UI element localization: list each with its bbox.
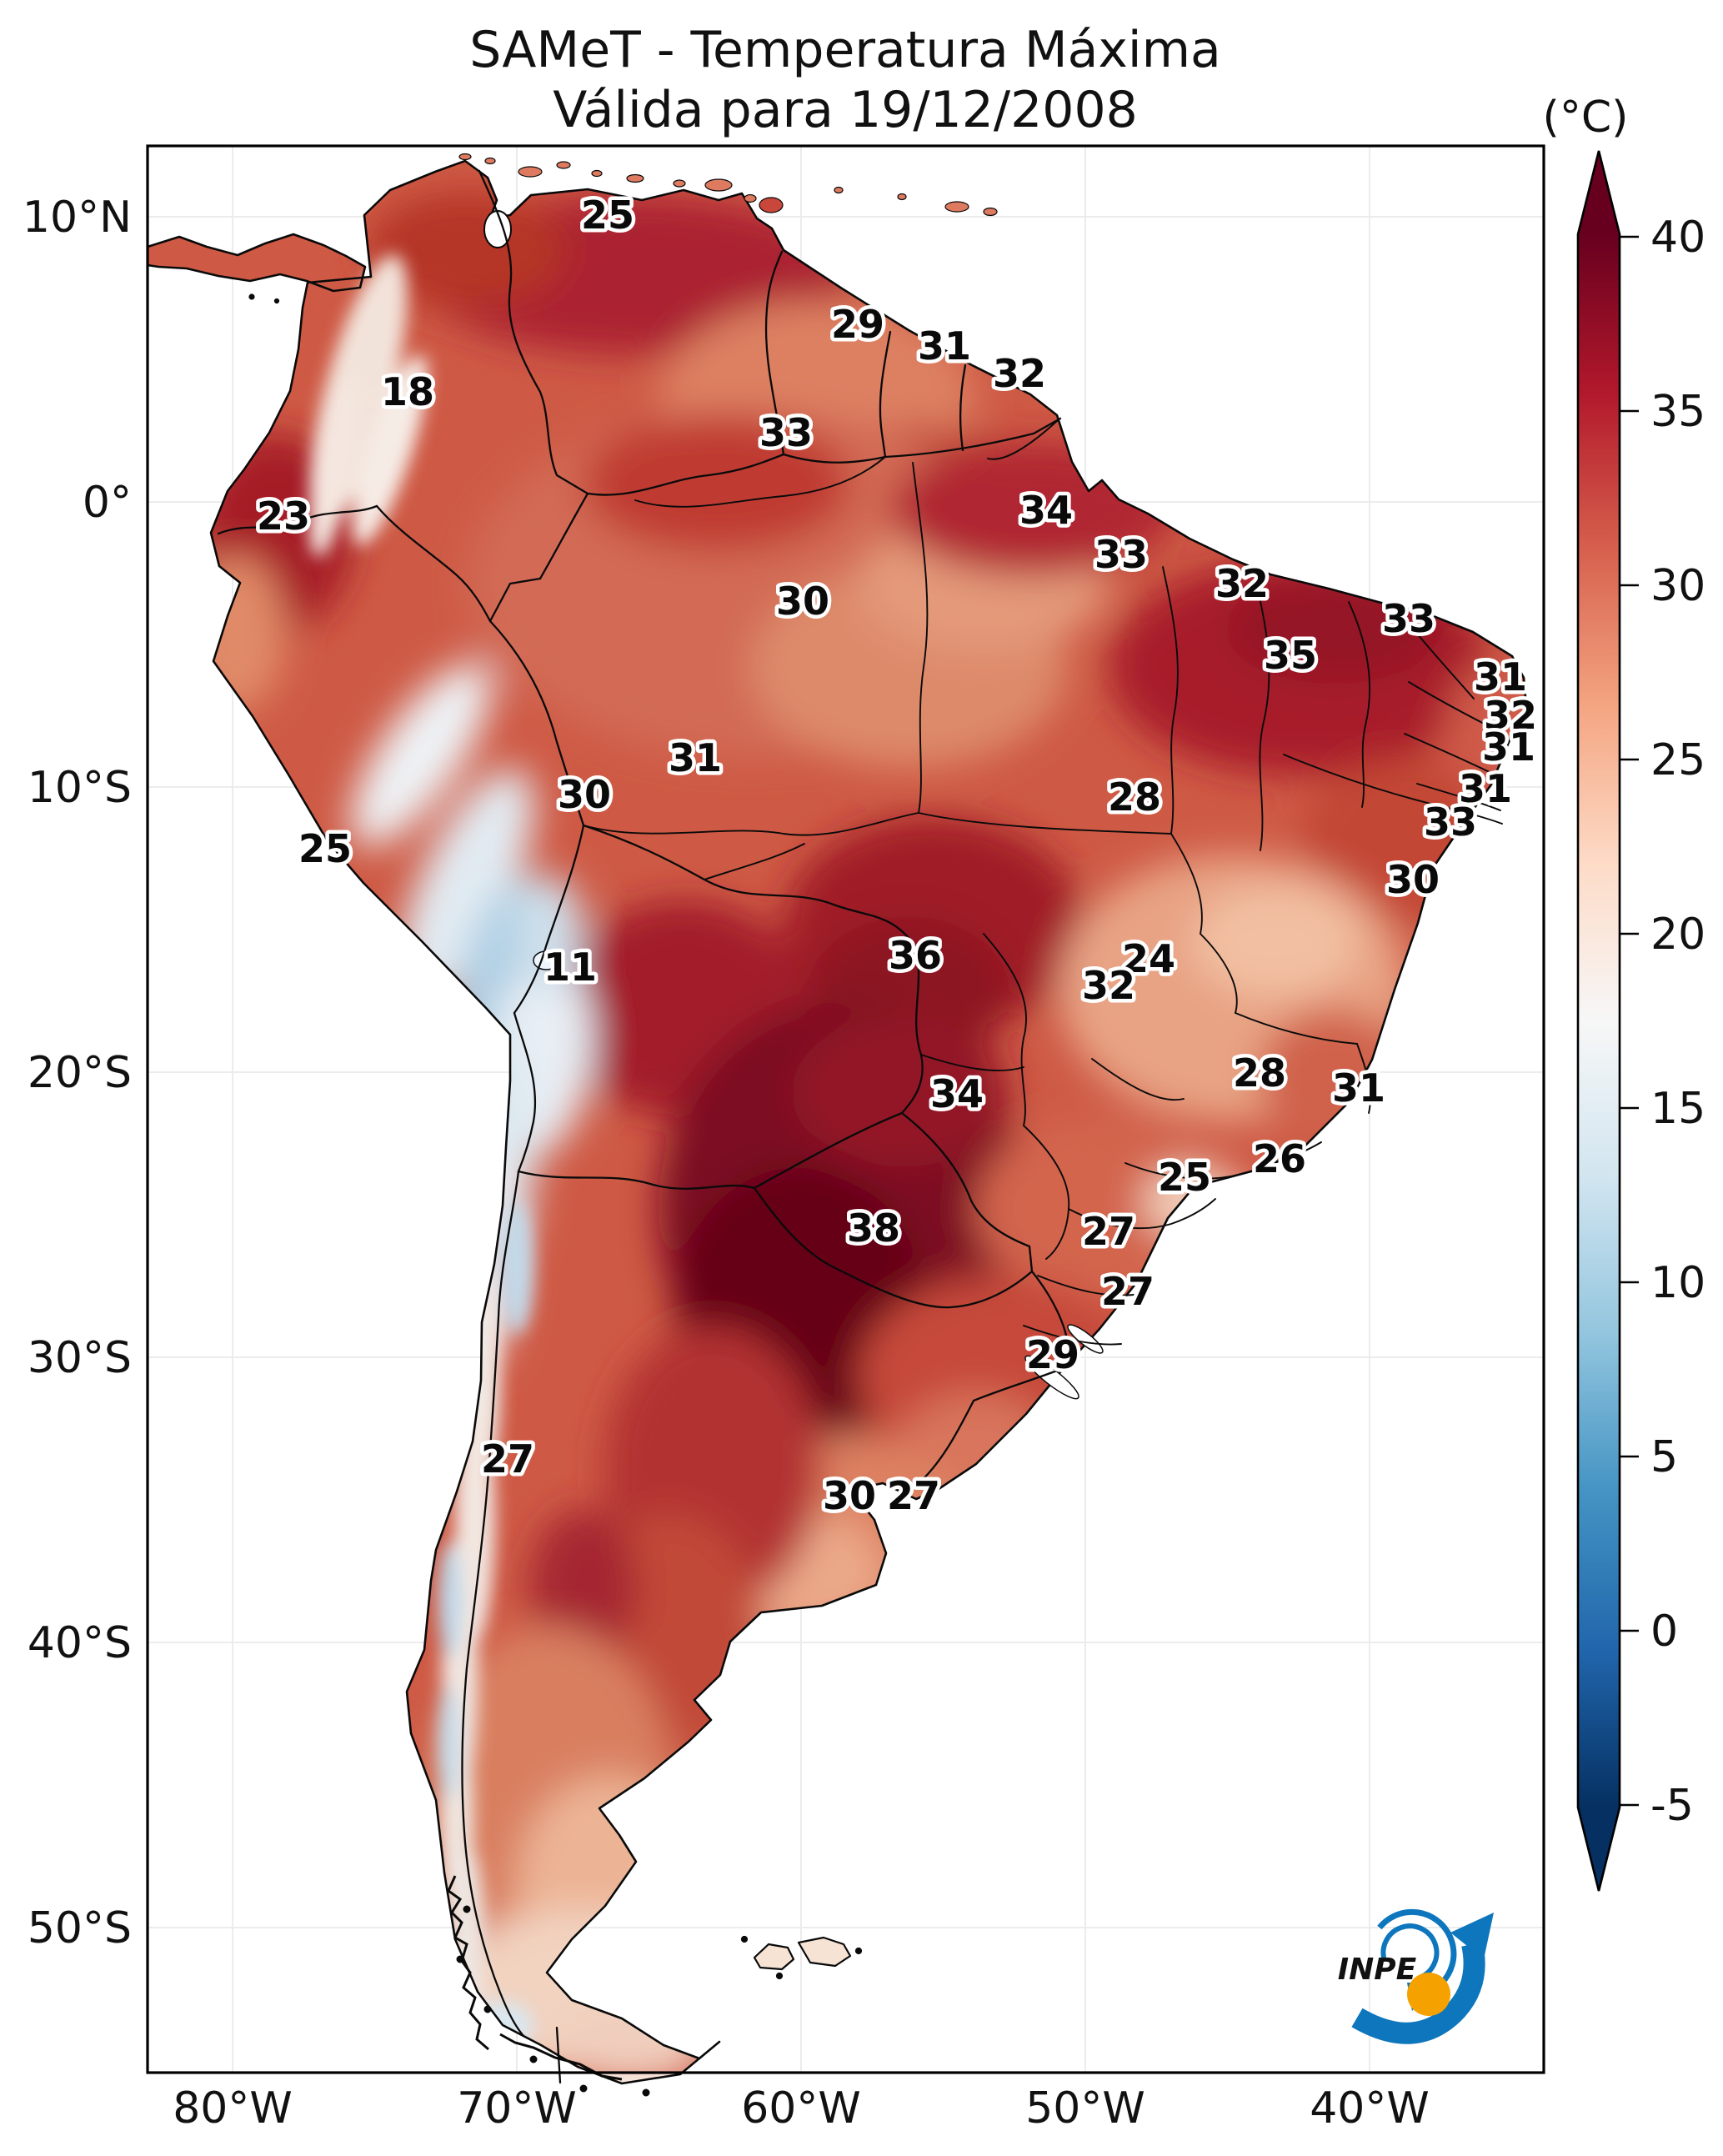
lon-tick-label: 70°W: [457, 2083, 577, 2133]
colorbar-unit-label: (°C): [1543, 93, 1629, 143]
inpe-logo: INPE: [1338, 1908, 1494, 2044]
temp-label: 32: [993, 351, 1046, 396]
title-line-2: Válida para 19/12/2008: [553, 81, 1138, 139]
temp-label: 32: [1215, 561, 1269, 606]
temp-label: 27: [1101, 1269, 1155, 1314]
temp-label: 24: [1122, 936, 1175, 981]
temp-label: 31: [1332, 1065, 1385, 1111]
temp-label: 33: [1424, 800, 1477, 845]
lat-tick-label: 10°N: [23, 193, 132, 243]
colorbar-tick-label: 15: [1650, 1084, 1705, 1134]
temp-label: 33: [759, 410, 813, 455]
coastline: [146, 159, 1528, 2085]
temp-label: 11: [543, 945, 597, 990]
falkland-islands: [740, 1935, 863, 1980]
lat-tick-label: 20°S: [28, 1048, 132, 1098]
temp-label: 33: [1094, 532, 1148, 577]
lat-tick-label: 50°S: [28, 1903, 132, 1953]
title-line-1: SAMeT - Temperatura Máxima: [469, 21, 1221, 79]
temp-label: 23: [257, 494, 310, 539]
temp-label: 28: [1108, 775, 1161, 820]
temp-label: 34: [930, 1071, 984, 1116]
temp-label: 31: [669, 735, 722, 780]
lon-tick-label: 60°W: [741, 2083, 861, 2133]
lat-tick-label: 0°: [83, 478, 132, 528]
colorbar-over-arrow: [1578, 151, 1620, 234]
colorbar-tick-label: 25: [1650, 735, 1705, 785]
temp-label: 27: [887, 1473, 940, 1518]
colorbar-under-arrow: [1578, 1808, 1620, 1891]
temp-label: 28: [1233, 1050, 1286, 1096]
temp-label: 32: [1484, 693, 1537, 738]
lagoa-mirim: [1067, 1324, 1104, 1354]
logo-orbit-arrow-icon: [1351, 1942, 1485, 2044]
temp-label: 25: [581, 193, 634, 238]
temp-label: 27: [1082, 1209, 1135, 1254]
lon-tick-label: 80°W: [173, 2083, 293, 2133]
colorbar-tick-label: 5: [1650, 1432, 1678, 1482]
colorbar-tick-label: -5: [1650, 1781, 1694, 1831]
temp-label: 30: [558, 772, 611, 817]
temp-label: 18: [381, 369, 434, 414]
country-borders: [217, 169, 1070, 2084]
temp-label: 30: [1386, 857, 1440, 902]
colorbar-tick-label: 30: [1650, 561, 1705, 611]
logo-inner-swirl-icon: [1380, 1923, 1440, 1980]
state-borders: [583, 420, 1505, 1346]
colorbar-tick-label: 35: [1650, 387, 1705, 437]
colorbar-tick-label: 40: [1650, 213, 1705, 263]
title: SAMeT - Temperatura Máxima Válida para 1…: [469, 21, 1221, 139]
lat-tick-label: 40°S: [28, 1618, 132, 1668]
caribbean-islands: [248, 153, 998, 304]
temp-label: 31: [1474, 654, 1527, 699]
temp-label: 31: [1482, 725, 1535, 770]
temp-label: 31: [918, 323, 971, 369]
temp-label: 29: [831, 302, 884, 347]
logo-inpe-text: INPE: [1338, 1953, 1417, 1987]
temp-label: 31: [1459, 766, 1512, 811]
lon-tick-label: 50°W: [1025, 2083, 1145, 2133]
colorbar-tick-label: 20: [1650, 910, 1705, 960]
logo-swirl-circle-icon: [1377, 1908, 1457, 1996]
colorbar-tick-label: 0: [1650, 1607, 1678, 1657]
colorbar: (°C) 40 35 30 25 20 15 10 5 0 -5: [1543, 93, 1705, 1892]
longitude-axis: 80°W 70°W 60°W 50°W 40°W: [173, 2083, 1430, 2133]
temp-label: 38: [847, 1206, 900, 1251]
lon-tick-label: 40°W: [1310, 2083, 1430, 2133]
temp-label: 27: [481, 1436, 534, 1482]
temp-label: 35: [1264, 633, 1317, 678]
temp-label: 29: [1026, 1332, 1079, 1377]
colorbar-ticks: 40 35 30 25 20 15 10 5 0 -5: [1620, 213, 1705, 1831]
logo-orange-dot-icon: [1407, 1973, 1450, 2016]
temp-label: 34: [1019, 488, 1073, 533]
temp-label: 25: [1158, 1155, 1211, 1200]
temp-label: 25: [298, 826, 352, 871]
temp-label: 30: [823, 1473, 876, 1518]
fjords: [447, 1875, 650, 2097]
colorbar-outline: [1576, 150, 1621, 1892]
plot-frame: [146, 144, 1545, 2074]
lat-tick-label: 30°S: [28, 1333, 132, 1383]
temp-label: 32: [1082, 963, 1135, 1008]
latitude-axis: 10°N 0° 10°S 20°S 30°S 40°S 50°S: [23, 193, 132, 1953]
temp-label: 36: [889, 933, 942, 978]
colorbar-tick-label: 10: [1650, 1258, 1705, 1308]
colorbar-gradient: [1578, 234, 1620, 1808]
logo-orbit-arrowhead-icon: [1450, 1913, 1494, 1959]
temp-label: 30: [776, 579, 829, 624]
temp-label: 33: [1382, 596, 1435, 641]
lat-tick-label: 10°S: [28, 763, 132, 813]
temp-label: 26: [1253, 1136, 1306, 1181]
